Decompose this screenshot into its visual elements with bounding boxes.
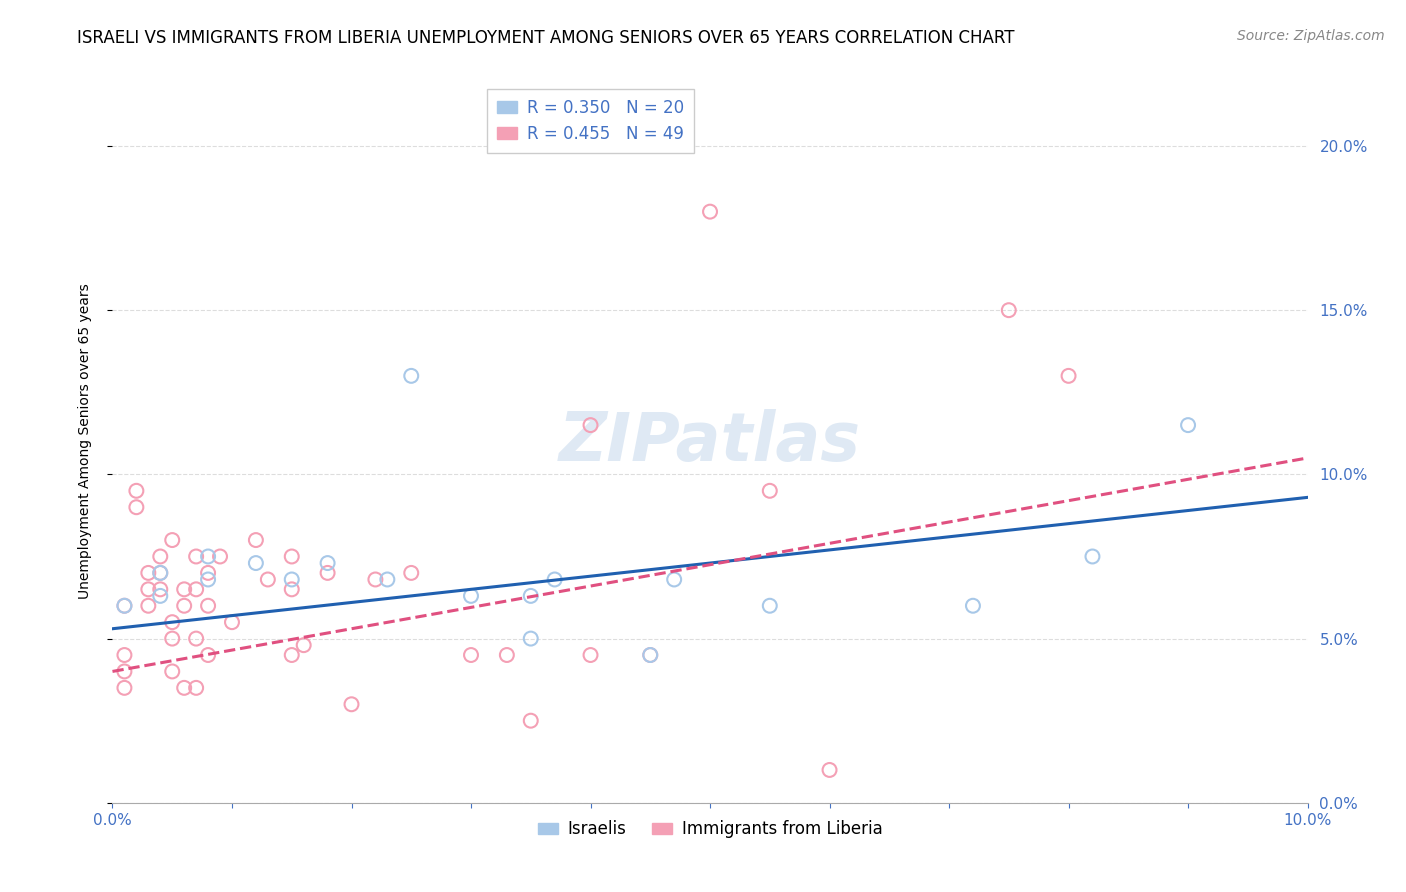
- Point: [162, 533, 183, 547]
- Point: [245, 556, 267, 570]
- Point: [962, 599, 984, 613]
- Legend: Israelis, Immigrants from Liberia: Israelis, Immigrants from Liberia: [531, 814, 889, 845]
- Point: [257, 573, 280, 587]
- Point: [998, 303, 1021, 318]
- Point: [138, 599, 160, 613]
- Point: [664, 573, 686, 587]
- Point: [173, 681, 195, 695]
- Point: [149, 566, 172, 580]
- Point: [699, 204, 721, 219]
- Point: [138, 566, 160, 580]
- Point: [640, 648, 662, 662]
- Point: [316, 556, 339, 570]
- Point: [281, 549, 304, 564]
- Point: [401, 566, 423, 580]
- Point: [162, 615, 183, 630]
- Point: [316, 566, 339, 580]
- Point: [377, 573, 399, 587]
- Point: [197, 549, 219, 564]
- Point: [221, 615, 243, 630]
- Point: [759, 483, 782, 498]
- Point: [401, 368, 423, 383]
- Point: [640, 648, 662, 662]
- Point: [197, 573, 219, 587]
- Point: [114, 665, 135, 679]
- Y-axis label: Unemployment Among Seniors over 65 years: Unemployment Among Seniors over 65 years: [77, 284, 91, 599]
- Point: [173, 582, 195, 597]
- Point: [1057, 368, 1080, 383]
- Point: [281, 648, 304, 662]
- Point: [1081, 549, 1104, 564]
- Point: [292, 638, 315, 652]
- Point: [197, 648, 219, 662]
- Point: [520, 714, 543, 728]
- Point: [460, 589, 482, 603]
- Point: [579, 648, 602, 662]
- Point: [125, 500, 148, 515]
- Point: [245, 533, 267, 547]
- Point: [162, 632, 183, 646]
- Point: [197, 566, 219, 580]
- Point: [114, 599, 135, 613]
- Point: [281, 582, 304, 597]
- Point: [340, 698, 363, 712]
- Point: [281, 573, 304, 587]
- Point: [149, 549, 172, 564]
- Point: [460, 648, 482, 662]
- Point: [114, 681, 135, 695]
- Point: [114, 599, 135, 613]
- Point: [1177, 418, 1199, 433]
- Text: Source: ZipAtlas.com: Source: ZipAtlas.com: [1237, 29, 1385, 43]
- Point: [496, 648, 519, 662]
- Point: [520, 632, 543, 646]
- Point: [149, 582, 172, 597]
- Point: [162, 665, 183, 679]
- Point: [114, 648, 135, 662]
- Point: [759, 599, 782, 613]
- Point: [818, 763, 841, 777]
- Text: ISRAELI VS IMMIGRANTS FROM LIBERIA UNEMPLOYMENT AMONG SENIORS OVER 65 YEARS CORR: ISRAELI VS IMMIGRANTS FROM LIBERIA UNEMP…: [77, 29, 1015, 46]
- Point: [125, 483, 148, 498]
- Text: ZIPatlas: ZIPatlas: [560, 409, 860, 475]
- Point: [149, 589, 172, 603]
- Point: [149, 566, 172, 580]
- Point: [209, 549, 232, 564]
- Point: [186, 582, 208, 597]
- Point: [364, 573, 387, 587]
- Point: [197, 599, 219, 613]
- Point: [186, 549, 208, 564]
- Point: [579, 418, 602, 433]
- Point: [543, 573, 565, 587]
- Point: [138, 582, 160, 597]
- Point: [186, 632, 208, 646]
- Point: [173, 599, 195, 613]
- Point: [520, 589, 543, 603]
- Point: [186, 681, 208, 695]
